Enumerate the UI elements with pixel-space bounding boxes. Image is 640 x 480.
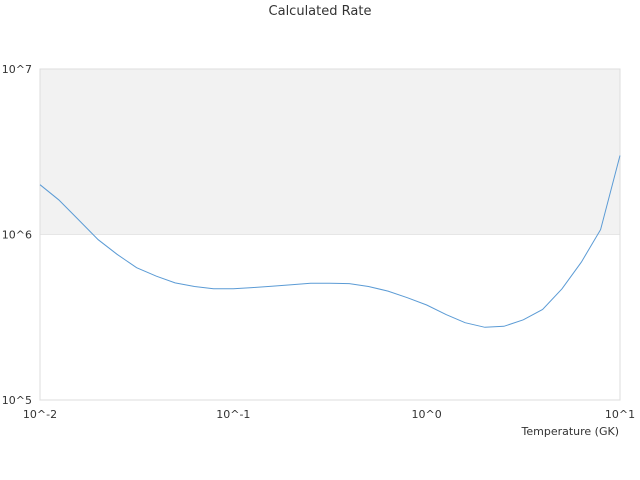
x-tick-label: 10^1 xyxy=(605,408,635,421)
y-tick-label: 10^5 xyxy=(2,394,32,407)
x-axis-label: Temperature (GK) xyxy=(521,425,620,438)
series-line xyxy=(39,155,621,328)
x-tick-label: 10^-2 xyxy=(23,408,57,421)
x-tick-label: 10^0 xyxy=(412,408,442,421)
y-tick-label: 10^6 xyxy=(2,229,32,242)
y-tick-label: 10^7 xyxy=(2,63,32,76)
plot-area xyxy=(39,68,621,401)
plot-bands xyxy=(40,69,620,235)
plot-band xyxy=(40,69,620,235)
tick-labels: 10^-2 10^-1 10^0 10^1 10^5 10^6 10^7 xyxy=(2,63,635,421)
chart-title: Calculated Rate xyxy=(268,4,372,19)
x-tick-label: 10^-1 xyxy=(216,408,250,421)
